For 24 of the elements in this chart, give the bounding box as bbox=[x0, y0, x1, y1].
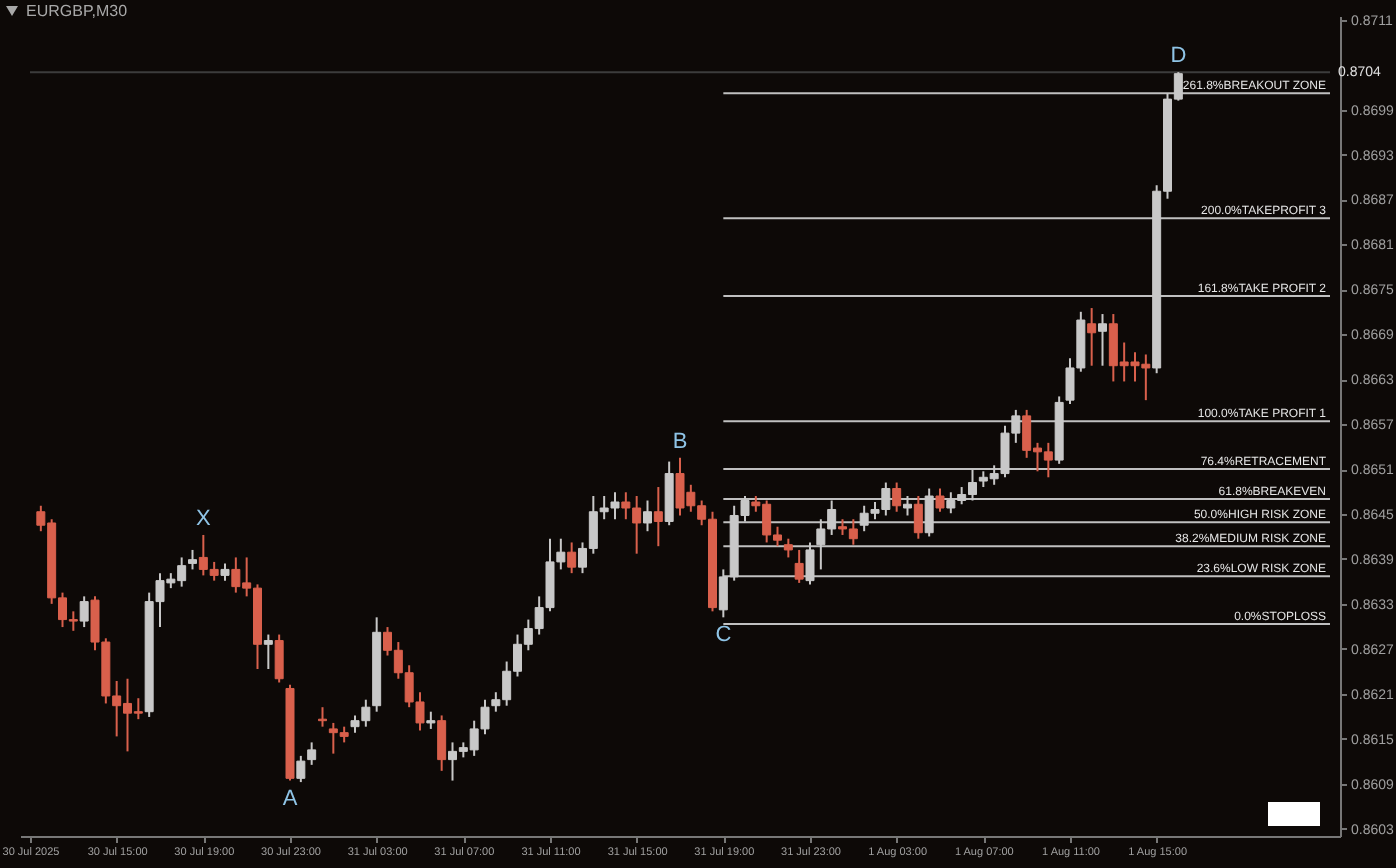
chart-title: EURGBP,M30 bbox=[26, 2, 128, 20]
annotation: C bbox=[715, 623, 732, 648]
candlestick bbox=[1087, 307, 1097, 367]
candlestick bbox=[783, 537, 793, 559]
candlestick bbox=[653, 486, 663, 548]
candlestick bbox=[892, 481, 902, 513]
candlestick bbox=[274, 633, 284, 684]
annotation: D bbox=[1170, 44, 1187, 69]
candlestick bbox=[913, 495, 923, 540]
candlestick bbox=[664, 460, 674, 527]
annotation: B bbox=[672, 429, 688, 454]
candlestick bbox=[643, 499, 652, 533]
candlestick bbox=[935, 487, 945, 513]
candlestick bbox=[188, 548, 197, 571]
annotation: X bbox=[195, 506, 212, 531]
candlestick bbox=[437, 714, 447, 772]
candlestick bbox=[794, 548, 804, 584]
candlestick bbox=[296, 754, 306, 784]
candlestick bbox=[263, 633, 273, 670]
candlestick bbox=[567, 541, 577, 575]
candlestick bbox=[307, 741, 317, 766]
candlestick bbox=[1098, 313, 1107, 367]
candlestick bbox=[79, 595, 89, 629]
annotation: A bbox=[282, 786, 299, 811]
